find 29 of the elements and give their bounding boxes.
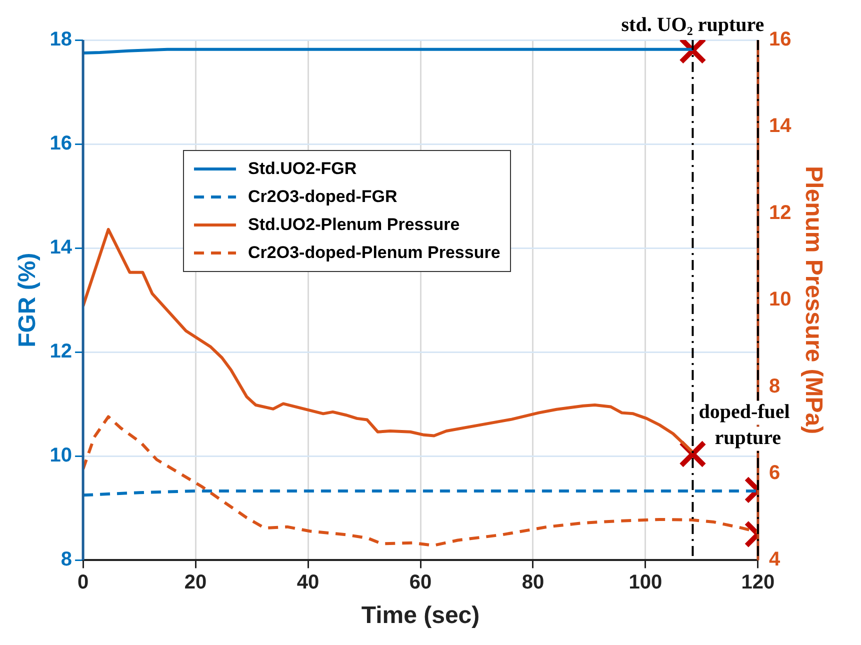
legend-label: Cr2O3-doped-Plenum Pressure (248, 243, 500, 263)
x-tick-label: 60 (409, 572, 432, 594)
x-tick-label: 0 (77, 572, 89, 594)
y2-tick-label: 6 (768, 462, 780, 484)
x-tick-label: 100 (628, 572, 662, 594)
x-tick-label: 80 (522, 572, 544, 594)
legend-label: Std.UO2-FGR (248, 159, 357, 179)
y2-tick-label: 10 (768, 288, 792, 311)
y2-tick-label: 12 (768, 202, 792, 224)
x-tick-label: 20 (184, 572, 207, 594)
legend-label: Cr2O3-doped-FGR (248, 187, 398, 207)
y-tick-label: 18 (50, 28, 72, 51)
y-tick-label: 8 (60, 548, 72, 571)
y2-axis-title: Plenum Pressure (MPa) (800, 166, 827, 434)
x-tick-label: 40 (296, 572, 320, 594)
y2-tick-label: 16 (768, 28, 792, 51)
y-tick-label: 14 (50, 236, 73, 259)
x-axis-title: Time (sec) (361, 602, 480, 630)
y-axis-title: FGR (%) (14, 252, 42, 348)
y2-tick-label: 14 (768, 115, 792, 138)
legend-label: Std.UO2-Plenum Pressure (248, 215, 460, 235)
y-tick-label: 12 (50, 340, 72, 363)
x-tick-label: 120 (741, 572, 775, 594)
y2-tick-label: 8 (768, 375, 780, 398)
y-tick-label: 16 (50, 132, 72, 155)
ref-line-label: std. UO₂ rupture (621, 14, 764, 36)
y2-tick-label: 4 (768, 548, 781, 571)
y-tick-label: 10 (50, 444, 72, 467)
ref-line-label: doped-fuel rupture (698, 400, 790, 449)
